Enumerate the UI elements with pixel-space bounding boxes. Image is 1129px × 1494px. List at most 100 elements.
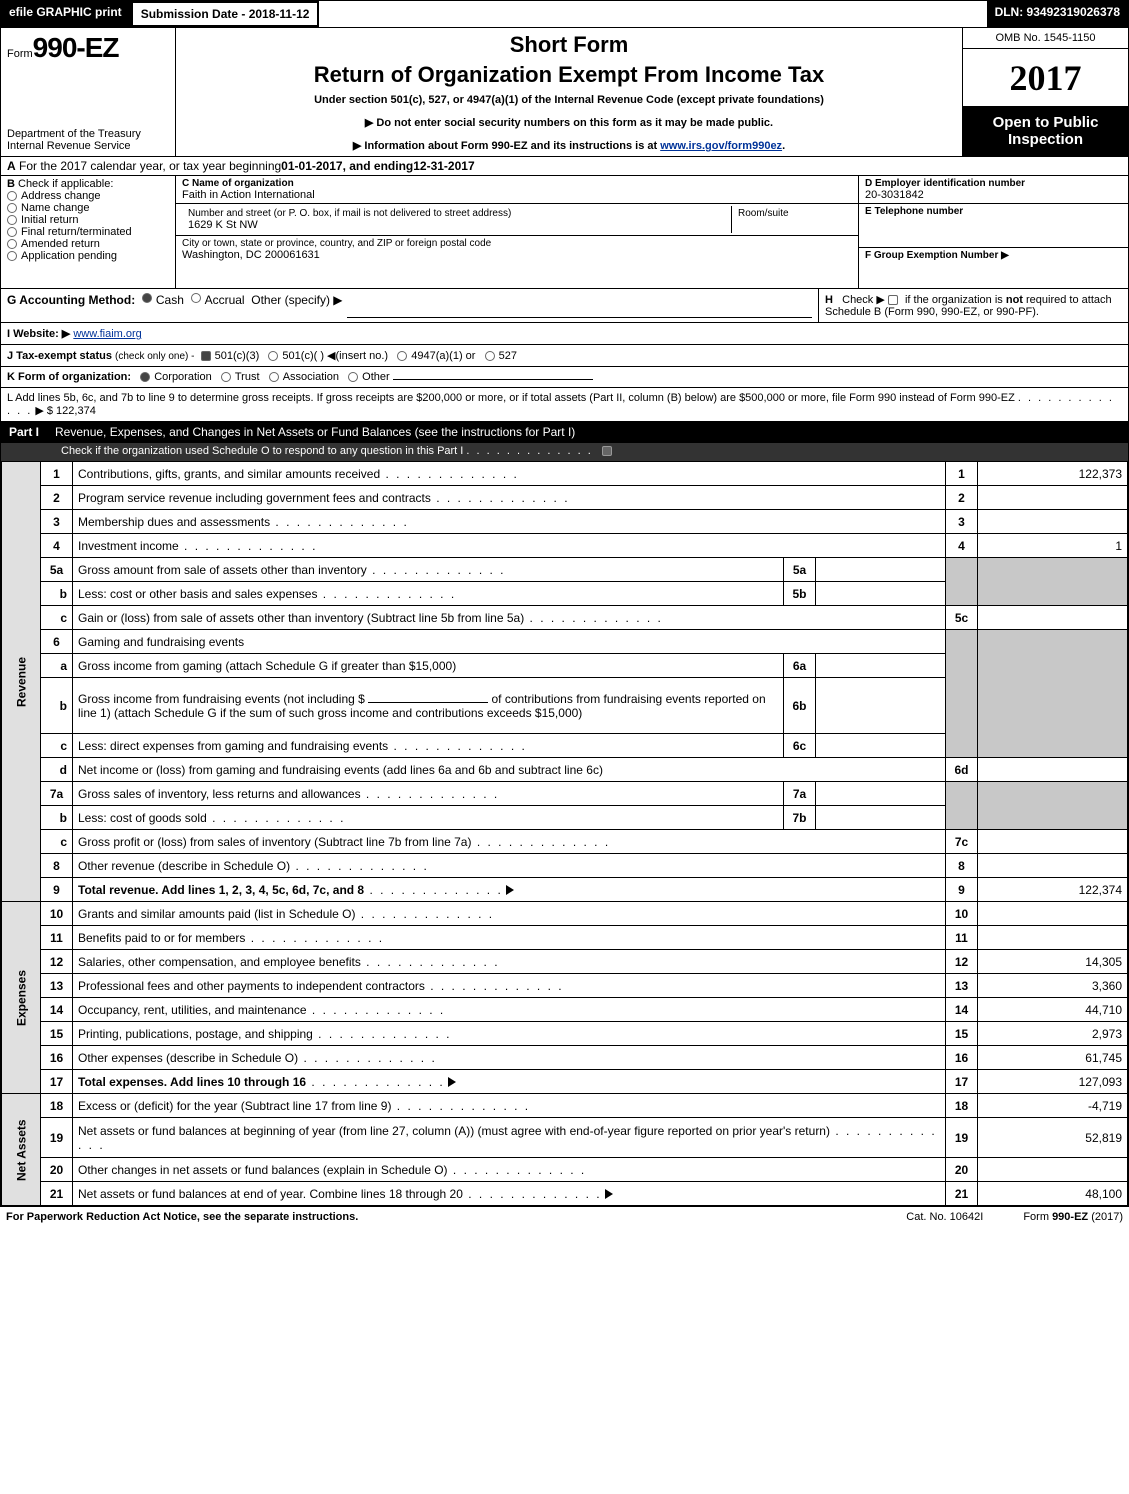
right-val <box>978 926 1128 950</box>
k-o4: Other <box>362 371 390 383</box>
chk-pending-icon[interactable] <box>7 251 17 261</box>
right-val: 2,973 <box>978 1022 1128 1046</box>
table-row: 15Printing, publications, postage, and s… <box>2 1022 1128 1046</box>
table-row: 17 Total expenses. Add lines 10 through 1… <box>2 1070 1128 1094</box>
line-num: c <box>41 606 73 630</box>
line-desc: Gross sales of inventory, less returns a… <box>78 787 361 801</box>
chk-501c3-icon[interactable] <box>201 351 211 361</box>
line-desc: Investment income <box>78 539 179 553</box>
f-arrow-icon: ▶ <box>1001 250 1009 261</box>
mid-num: 5a <box>784 558 816 582</box>
arrow-icon <box>448 1077 456 1087</box>
short-form-title: Short Form <box>184 32 954 58</box>
right-num: 21 <box>946 1182 978 1206</box>
mid-val <box>816 678 946 734</box>
opt-name: Name change <box>21 202 90 214</box>
chk-name-icon[interactable] <box>7 203 17 213</box>
chk-final-icon[interactable] <box>7 227 17 237</box>
right-num: 8 <box>946 854 978 878</box>
line-num: 19 <box>41 1118 73 1158</box>
chk-4947-icon[interactable] <box>397 351 407 361</box>
table-row: 6 Gaming and fundraising events <box>2 630 1128 654</box>
chk-h-icon[interactable] <box>888 295 898 305</box>
mid-val <box>816 654 946 678</box>
d-label: D Employer identification number <box>865 178 1122 189</box>
right-val: 61,745 <box>978 1046 1128 1070</box>
chk-initial-icon[interactable] <box>7 215 17 225</box>
right-num: 10 <box>946 902 978 926</box>
chk-address-icon[interactable] <box>7 191 17 201</box>
line-num: 17 <box>41 1070 73 1094</box>
grey-cell <box>946 630 978 758</box>
section-b: B Check if applicable: Address change Na… <box>1 176 176 288</box>
table-row: 9 Total revenue. Add lines 1, 2, 3, 4, 5… <box>2 878 1128 902</box>
line-num: 2 <box>41 486 73 510</box>
line-desc: Grants and similar amounts paid (list in… <box>78 907 355 921</box>
table-row: Expenses 10 Grants and similar amounts p… <box>2 902 1128 926</box>
part1-title: Revenue, Expenses, and Changes in Net As… <box>55 425 575 439</box>
line-desc: Less: cost of goods sold <box>78 811 207 825</box>
chk-accrual-icon[interactable] <box>191 293 201 303</box>
header-center: Short Form Return of Organization Exempt… <box>176 28 963 156</box>
return-title: Return of Organization Exempt From Incom… <box>184 62 954 88</box>
right-val: 127,093 <box>978 1070 1128 1094</box>
irs-link[interactable]: www.irs.gov/form990ez <box>660 140 782 152</box>
a-pre: For the 2017 calendar year, or tax year … <box>19 159 281 173</box>
dept-treasury: Department of the Treasury <box>7 128 169 140</box>
line-desc: Less: direct expenses from gaming and fu… <box>78 739 388 753</box>
part1-sub: Check if the organization used Schedule … <box>1 443 1128 461</box>
org-name: Faith in Action International <box>182 189 852 201</box>
j-o3: 4947(a)(1) or <box>411 350 475 362</box>
g-cash: Cash <box>156 293 184 318</box>
chk-amended-icon[interactable] <box>7 239 17 249</box>
table-row: 13Professional fees and other payments t… <box>2 974 1128 998</box>
chk-trust-icon[interactable] <box>221 372 231 382</box>
line-desc: Membership dues and assessments <box>78 515 270 529</box>
footer: For Paperwork Reduction Act Notice, see … <box>0 1207 1129 1227</box>
l-amount-pre: ▶ $ <box>35 405 56 417</box>
right-num: 20 <box>946 1158 978 1182</box>
j-o2: 501(c)( ) ◀(insert no.) <box>282 350 388 362</box>
chk-527-icon[interactable] <box>485 351 495 361</box>
table-row: 14Occupancy, rent, utilities, and mainte… <box>2 998 1128 1022</box>
line-desc: Gaming and fundraising events <box>78 635 244 649</box>
line-desc: Total expenses. Add lines 10 through 16 <box>78 1075 306 1089</box>
chk-corp-icon[interactable] <box>140 372 150 382</box>
mid-val <box>816 582 946 606</box>
room-label: Room/suite <box>738 208 846 219</box>
line-num: d <box>41 758 73 782</box>
right-val <box>978 758 1128 782</box>
k-other-blank[interactable] <box>393 379 593 380</box>
opt-address: Address change <box>21 190 101 202</box>
right-num: 18 <box>946 1094 978 1118</box>
line-num: 13 <box>41 974 73 998</box>
mid-num: 5b <box>784 582 816 606</box>
chk-scho-icon[interactable] <box>602 446 612 456</box>
line-num: b <box>41 806 73 830</box>
mid-val <box>816 782 946 806</box>
a-end-date: 12-31-2017 <box>413 159 474 173</box>
chk-cash-icon[interactable] <box>142 293 152 303</box>
e-label: E Telephone number <box>865 206 1122 217</box>
line-num: 7a <box>41 782 73 806</box>
g-other-blank[interactable] <box>347 293 813 318</box>
footer-right-post: (2017) <box>1088 1211 1123 1223</box>
section-h: H Check ▶ if the organization is not req… <box>818 289 1128 322</box>
section-a: A For the 2017 calendar year, or tax yea… <box>1 156 1128 175</box>
website-link[interactable]: www.fiaim.org <box>73 328 141 340</box>
line-desc: Net assets or fund balances at end of ye… <box>78 1187 463 1201</box>
opt-final: Final return/terminated <box>21 226 132 238</box>
right-num: 6d <box>946 758 978 782</box>
blank-6b[interactable] <box>368 702 488 703</box>
right-val: 52,819 <box>978 1118 1128 1158</box>
chk-other-k-icon[interactable] <box>348 372 358 382</box>
l-amount: 122,374 <box>56 405 96 417</box>
g-accrual: Accrual <box>205 293 245 318</box>
f-label: F Group Exemption Number ▶ <box>865 250 1122 261</box>
right-val: 3,360 <box>978 974 1128 998</box>
chk-assoc-icon[interactable] <box>269 372 279 382</box>
grey-cell <box>978 782 1128 830</box>
chk-501c-icon[interactable] <box>268 351 278 361</box>
right-num: 7c <box>946 830 978 854</box>
section-k: K Form of organization: Corporation Trus… <box>1 366 1128 387</box>
